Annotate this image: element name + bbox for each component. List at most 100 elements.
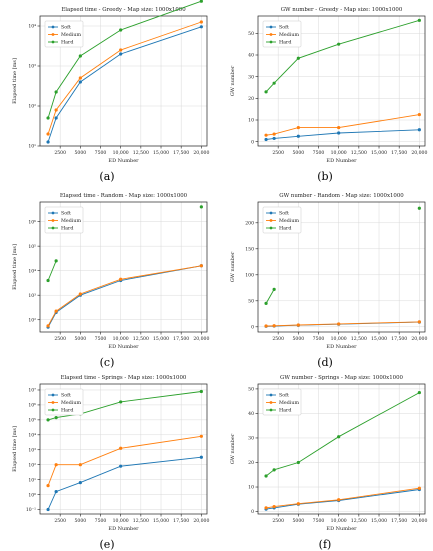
chart-title: Elapsed time - Greedy - Map size: 1000x1… [61, 7, 186, 13]
legend-marker-medium [269, 401, 273, 404]
data-point-medium [54, 309, 58, 313]
y-tick-label: 10⁴ [28, 24, 36, 30]
data-point-soft [78, 481, 82, 485]
series-line-hard [47, 260, 57, 281]
y-tick-label: 10³ [28, 447, 36, 453]
x-axis-label: ED Number [108, 158, 139, 164]
y-tick-label: 10⁶ [28, 403, 36, 409]
chart-springs-elapsed-time: Elapsed time - Springs - Map size: 1000x… [12, 375, 209, 532]
series-line-medium [47, 265, 202, 327]
legend-label-hard: Hard [279, 408, 291, 414]
x-tick-label: 2500 [54, 336, 66, 342]
data-point-hard [199, 389, 203, 394]
legend-marker-soft [269, 25, 273, 29]
data-point-medium [46, 324, 50, 328]
legend-box [44, 388, 84, 416]
data-point-medium [119, 277, 123, 281]
data-point-medium [46, 484, 50, 488]
x-tick-label: 2500 [54, 150, 66, 156]
y-tick-label: 50 [248, 299, 254, 305]
y-tick-label: 50 [248, 387, 254, 393]
data-point-medium [119, 446, 123, 450]
legend-box [44, 20, 84, 48]
x-tick-label: 20,000 [411, 336, 427, 342]
legend-box [262, 388, 302, 416]
legend-marker-hard [269, 408, 273, 412]
data-point-medium [199, 264, 203, 268]
x-tick-label: 15,000 [371, 336, 387, 342]
legend-marker-medium [51, 219, 55, 222]
chart-random-elapsed-time: Elapsed time - Random - Map size: 1000x1… [12, 193, 209, 350]
legend-label-soft: Soft [279, 211, 289, 217]
x-tick-label: 10,000 [113, 336, 129, 342]
y-tick-label: 10⁷ [28, 388, 36, 394]
data-point-medium [272, 132, 276, 136]
x-tick-label: 10,000 [113, 518, 129, 524]
legend-label-hard: Hard [61, 40, 73, 46]
series-line-hard [265, 289, 275, 304]
data-point-hard [119, 400, 123, 404]
x-tick-label: 15,000 [153, 150, 169, 156]
chart-springs-gw-number: GW number - Springs - Map size: 1000x100… [230, 375, 427, 532]
legend-label-medium: Medium [61, 32, 81, 38]
x-tick-label: 12,500 [351, 336, 367, 342]
y-tick-label: 200 [245, 221, 254, 227]
x-axis-label: ED Number [108, 344, 139, 350]
x-tick-label: 12,500 [133, 150, 149, 156]
data-point-medium [272, 324, 276, 328]
data-point-hard [296, 460, 300, 465]
x-axis-label: ED Number [326, 526, 357, 532]
legend-label-hard: Hard [61, 408, 73, 414]
x-tick-label: 12,500 [351, 150, 367, 156]
y-axis-label: GW number [230, 433, 236, 464]
legend-marker-soft [269, 211, 273, 215]
legend-box [262, 20, 302, 48]
data-point-medium [264, 324, 268, 328]
data-point-hard [199, 0, 203, 3]
data-point-soft [199, 25, 203, 29]
legend-marker-medium [51, 33, 55, 36]
data-point-hard [199, 205, 203, 209]
series-line-medium [266, 321, 420, 327]
data-point-soft [54, 116, 58, 120]
x-tick-label: 17,500 [391, 518, 407, 524]
x-tick-label: 12,500 [133, 518, 149, 524]
legend-marker-soft [51, 393, 55, 397]
data-point-hard [54, 416, 58, 420]
x-tick-label: 5000 [292, 518, 304, 524]
data-point-hard [272, 287, 276, 291]
y-tick-label: 10⁰ [28, 492, 36, 498]
legend-marker-hard [51, 40, 55, 44]
data-point-medium [54, 463, 58, 467]
data-point-soft [264, 137, 268, 142]
legend-marker-hard [269, 40, 273, 44]
x-tick-label: 5000 [292, 336, 304, 342]
legend-label-medium: Medium [279, 32, 299, 38]
data-point-medium [54, 108, 58, 112]
x-tick-label: 7500 [313, 336, 325, 342]
data-point-medium [296, 502, 300, 506]
legend-label-soft: Soft [279, 393, 289, 399]
x-tick-label: 5000 [74, 336, 86, 342]
plot-frame [39, 201, 208, 333]
y-tick-label: 0 [251, 325, 254, 331]
x-tick-label: 5000 [74, 150, 86, 156]
y-tick-label: 30 [248, 74, 254, 80]
x-tick-label: 17,500 [173, 518, 189, 524]
chart-title: Elapsed time - Random - Map size: 1000x1… [60, 193, 188, 199]
legend-label-hard: Hard [279, 40, 291, 46]
x-tick-label: 20,000 [411, 518, 427, 524]
legend-label-hard: Hard [61, 226, 73, 232]
legend-label-medium: Medium [279, 218, 299, 224]
x-tick-label: 20,000 [193, 150, 209, 156]
chart-panel-a: Elapsed time - Greedy - Map size: 1000x1… [2, 0, 212, 183]
legend-label-soft: Soft [61, 393, 71, 399]
y-tick-label: 10 [248, 485, 254, 491]
data-point-medium [337, 125, 341, 130]
y-tick-label: 10² [28, 317, 36, 323]
data-point-hard [264, 90, 268, 94]
data-point-hard [417, 206, 421, 210]
y-tick-label: 100 [245, 273, 254, 279]
chart-panel-f: GW number - Springs - Map size: 1000x100… [220, 370, 430, 551]
y-tick-label: 50 [248, 31, 254, 37]
